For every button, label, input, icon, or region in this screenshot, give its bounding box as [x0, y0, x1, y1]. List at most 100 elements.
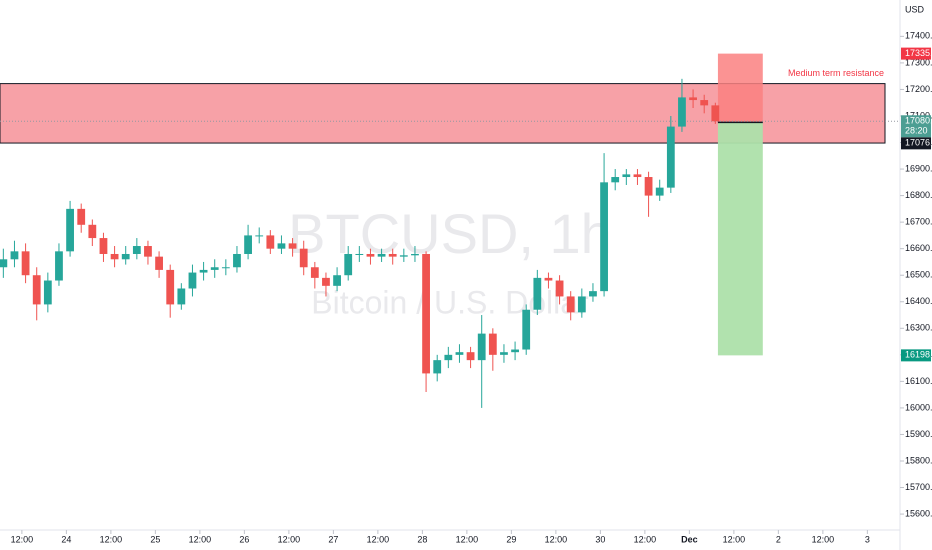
candle-body [366, 253, 375, 257]
candle-body [188, 272, 197, 289]
candle-body [388, 253, 397, 257]
candle-body [333, 275, 341, 286]
candle-body [221, 267, 230, 269]
x-tick-label: 12:00 [812, 534, 835, 544]
candle-body [322, 277, 330, 286]
candle-body [288, 243, 297, 249]
candle-body [277, 243, 286, 249]
y-tick-label: 16300.00 [905, 323, 932, 333]
y-tick-label: 15600.00 [905, 508, 932, 518]
target-box [717, 122, 763, 356]
candle-body [55, 251, 63, 281]
candle-body [689, 97, 697, 101]
candle-body [544, 277, 553, 281]
candle-body [377, 253, 386, 257]
x-tick-label: 12:00 [367, 534, 390, 544]
y-tick-label: 17300.00 [905, 57, 932, 67]
candle-body [577, 296, 586, 313]
y-tick-label: 16900.00 [905, 163, 932, 173]
candle-body [144, 246, 152, 257]
candle-body [488, 333, 497, 355]
stop-box [717, 53, 763, 123]
last-price-label-countdown: 28:20 [905, 126, 928, 136]
candle-body [199, 269, 208, 273]
candle-body [711, 105, 720, 122]
candle-body [344, 253, 353, 276]
x-tick-label: 3 [865, 534, 870, 544]
x-tick-label: 12:00 [634, 534, 657, 544]
y-tick-label: 16000.00 [905, 402, 932, 412]
x-tick-label: 26 [239, 534, 249, 544]
candle-body [266, 235, 275, 249]
y-tick-label: 16400.00 [905, 296, 932, 306]
candle-body [533, 277, 542, 310]
last-price-label: 17080.00 [905, 116, 932, 126]
candle-body [500, 352, 508, 355]
candle-body [433, 360, 442, 374]
target-label: 16198.00 [905, 350, 932, 360]
x-tick-label: 2 [776, 534, 781, 544]
candle-body [32, 275, 41, 305]
candle-body [411, 253, 419, 256]
candle-body [166, 269, 175, 305]
stop-label: 17335.00 [905, 48, 932, 58]
x-tick-label: 12:00 [456, 534, 479, 544]
candle-body [477, 333, 486, 361]
entry-label: 17076.00 [905, 138, 932, 148]
candle-body [511, 349, 519, 353]
y-tick-label: 16600.00 [905, 243, 932, 253]
candle-body [21, 251, 30, 276]
y-tick-label: 16800.00 [905, 190, 932, 200]
x-tick-label: 12:00 [723, 534, 746, 544]
candle-body [0, 259, 8, 268]
candle-body [566, 296, 575, 313]
y-tick-label: 16500.00 [905, 270, 932, 280]
x-tick-label: 25 [150, 534, 160, 544]
candle-body [600, 182, 608, 292]
candle-body [43, 280, 52, 305]
candle-body [522, 309, 531, 350]
candle-body [655, 187, 664, 196]
candle-body [555, 280, 564, 297]
y-tick-label: 15700.00 [905, 482, 932, 492]
candle-body [700, 100, 709, 106]
candle-body [355, 253, 364, 255]
candle-body [611, 177, 620, 183]
candle-body [10, 251, 19, 260]
zone-label: Medium term resistance [788, 68, 884, 78]
watermark-group: BTCUSD, 1h Bitcoin / U.S. Dollar [288, 202, 612, 321]
y-tick-label: 17400.00 [905, 31, 932, 41]
y-tick-label: 16100.00 [905, 376, 932, 386]
x-tick-label: Dec [681, 534, 698, 544]
currency-label: USD [905, 4, 925, 14]
x-tick-label: 30 [595, 534, 605, 544]
candle-body [155, 256, 163, 270]
x-tick-label: 28 [417, 534, 427, 544]
candle-body [132, 246, 141, 254]
candle-body [177, 288, 186, 305]
candle-body [444, 354, 453, 361]
candle-body [121, 253, 130, 260]
candle-body [233, 253, 241, 268]
x-tick-label: 12:00 [545, 534, 568, 544]
x-tick-label: 24 [61, 534, 71, 544]
y-tick-label: 15900.00 [905, 429, 932, 439]
candle-body [210, 267, 219, 270]
x-tick-label: 29 [506, 534, 516, 544]
entry-label-bg [901, 137, 931, 150]
candle-body [678, 97, 686, 127]
watermark: BTCUSD, 1h [288, 202, 612, 265]
candle-body [299, 248, 308, 268]
last-price-label-bg [901, 115, 931, 138]
y-tick-label: 15800.00 [905, 455, 932, 465]
candle-body [66, 208, 74, 252]
candle-body [310, 267, 319, 278]
candle-body [466, 352, 475, 361]
x-tick-label: 12:00 [278, 534, 301, 544]
candle-body [622, 174, 631, 178]
candle-body [666, 126, 675, 188]
x-tick-label: 12:00 [100, 534, 123, 544]
target-label-bg [901, 349, 931, 362]
